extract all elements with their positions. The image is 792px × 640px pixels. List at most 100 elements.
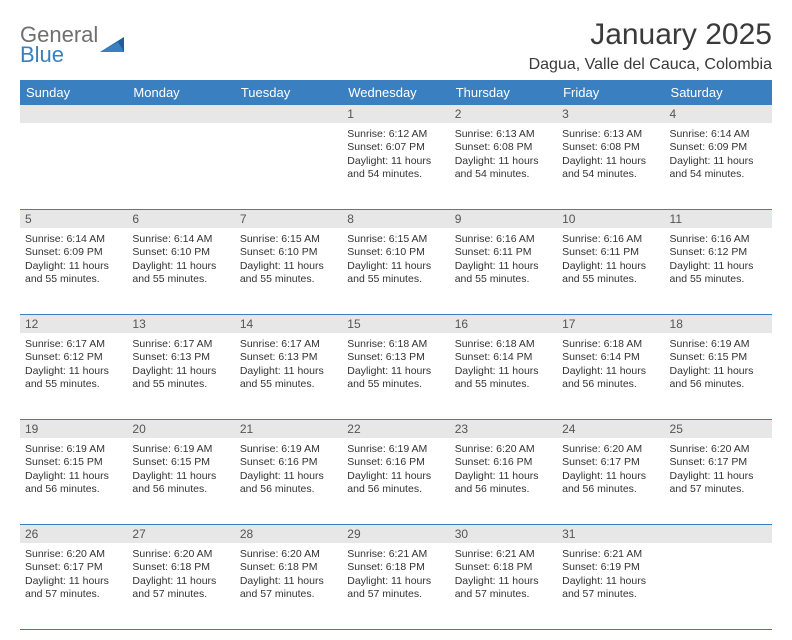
sunset-line: Sunset: 6:11 PM xyxy=(455,246,552,259)
daylight-label: Daylight: xyxy=(240,365,281,377)
day-number xyxy=(127,105,234,123)
daylight-label: Daylight: xyxy=(670,470,711,482)
sunset-label: Sunset: xyxy=(347,351,383,363)
day-cell: Sunrise: 6:17 AMSunset: 6:13 PMDaylight:… xyxy=(235,333,342,419)
sunrise-label: Sunrise: xyxy=(132,233,171,245)
day-content: Sunrise: 6:18 AMSunset: 6:13 PMDaylight:… xyxy=(347,336,444,392)
daylight-label: Daylight: xyxy=(25,260,66,272)
daylight-line: Daylight: 11 hours and 55 minutes. xyxy=(670,260,767,287)
sunrise-label: Sunrise: xyxy=(347,338,386,350)
daylight-line: Daylight: 11 hours and 57 minutes. xyxy=(25,575,122,602)
sunrise-value: 6:19 AM xyxy=(711,338,750,350)
sunrise-value: 6:21 AM xyxy=(604,548,643,560)
daylight-line: Daylight: 11 hours and 55 minutes. xyxy=(562,260,659,287)
logo-word-blue: Blue xyxy=(20,44,98,66)
daylight-label: Daylight: xyxy=(670,260,711,272)
sunrise-label: Sunrise: xyxy=(132,548,171,560)
sunrise-label: Sunrise: xyxy=(347,443,386,455)
week-daynum-row: 567891011 xyxy=(20,210,772,228)
sunrise-value: 6:19 AM xyxy=(389,443,428,455)
sunset-line: Sunset: 6:11 PM xyxy=(562,246,659,259)
daylight-line: Daylight: 11 hours and 55 minutes. xyxy=(240,260,337,287)
daylight-label: Daylight: xyxy=(25,365,66,377)
sunset-value: 6:10 PM xyxy=(171,246,210,258)
daylight-line: Daylight: 11 hours and 55 minutes. xyxy=(132,365,229,392)
day-content: Sunrise: 6:20 AMSunset: 6:17 PMDaylight:… xyxy=(562,441,659,497)
sunset-value: 6:10 PM xyxy=(386,246,425,258)
sunrise-line: Sunrise: 6:19 AM xyxy=(347,443,444,456)
daylight-line: Daylight: 11 hours and 57 minutes. xyxy=(562,575,659,602)
sunset-label: Sunset: xyxy=(25,561,61,573)
day-number: 18 xyxy=(665,315,772,333)
daylight-label: Daylight: xyxy=(132,365,173,377)
sunset-line: Sunset: 6:09 PM xyxy=(25,246,122,259)
daylight-label: Daylight: xyxy=(240,260,281,272)
sunrise-line: Sunrise: 6:19 AM xyxy=(132,443,229,456)
day-content: Sunrise: 6:19 AMSunset: 6:15 PMDaylight:… xyxy=(25,441,122,497)
sunset-value: 6:17 PM xyxy=(601,456,640,468)
sunset-line: Sunset: 6:17 PM xyxy=(670,456,767,469)
sunrise-value: 6:19 AM xyxy=(281,443,320,455)
day-number: 17 xyxy=(557,315,664,333)
daylight-label: Daylight: xyxy=(132,575,173,587)
sunrise-label: Sunrise: xyxy=(562,233,601,245)
logo-triangle-icon xyxy=(100,34,126,59)
daylight-label: Daylight: xyxy=(455,470,496,482)
day-cell: Sunrise: 6:19 AMSunset: 6:15 PMDaylight:… xyxy=(127,438,234,524)
day-number: 28 xyxy=(235,525,342,543)
day-number: 9 xyxy=(450,210,557,228)
sunrise-label: Sunrise: xyxy=(347,233,386,245)
sunrise-label: Sunrise: xyxy=(670,233,709,245)
day-content: Sunrise: 6:18 AMSunset: 6:14 PMDaylight:… xyxy=(455,336,552,392)
sunset-label: Sunset: xyxy=(347,456,383,468)
day-content: Sunrise: 6:20 AMSunset: 6:17 PMDaylight:… xyxy=(25,546,122,602)
sunrise-value: 6:18 AM xyxy=(496,338,535,350)
day-content: Sunrise: 6:12 AMSunset: 6:07 PMDaylight:… xyxy=(347,126,444,182)
daylight-line: Daylight: 11 hours and 56 minutes. xyxy=(240,470,337,497)
sunset-value: 6:11 PM xyxy=(601,246,639,258)
day-cell: Sunrise: 6:16 AMSunset: 6:11 PMDaylight:… xyxy=(450,228,557,314)
sunset-line: Sunset: 6:18 PM xyxy=(455,561,552,574)
sunset-line: Sunset: 6:10 PM xyxy=(132,246,229,259)
day-cell xyxy=(127,123,234,209)
day-cell xyxy=(235,123,342,209)
day-content: Sunrise: 6:17 AMSunset: 6:12 PMDaylight:… xyxy=(25,336,122,392)
day-number: 20 xyxy=(127,420,234,438)
sunset-line: Sunset: 6:14 PM xyxy=(455,351,552,364)
daylight-label: Daylight: xyxy=(562,470,603,482)
sunset-line: Sunset: 6:19 PM xyxy=(562,561,659,574)
day-number: 19 xyxy=(20,420,127,438)
daylight-line: Daylight: 11 hours and 56 minutes. xyxy=(670,365,767,392)
sunset-line: Sunset: 6:18 PM xyxy=(132,561,229,574)
day-cell: Sunrise: 6:20 AMSunset: 6:17 PMDaylight:… xyxy=(20,543,127,629)
sunset-label: Sunset: xyxy=(670,456,706,468)
day-cell: Sunrise: 6:15 AMSunset: 6:10 PMDaylight:… xyxy=(342,228,449,314)
dow-header-cell: Monday xyxy=(127,80,234,105)
day-content: Sunrise: 6:15 AMSunset: 6:10 PMDaylight:… xyxy=(240,231,337,287)
day-cell: Sunrise: 6:18 AMSunset: 6:13 PMDaylight:… xyxy=(342,333,449,419)
daylight-label: Daylight: xyxy=(562,155,603,167)
sunset-label: Sunset: xyxy=(670,141,706,153)
sunrise-line: Sunrise: 6:14 AM xyxy=(25,233,122,246)
sunset-line: Sunset: 6:13 PM xyxy=(240,351,337,364)
daylight-label: Daylight: xyxy=(455,365,496,377)
calendar-page: General Blue January 2025 Dagua, Valle d… xyxy=(0,0,792,640)
sunset-label: Sunset: xyxy=(25,246,61,258)
day-number: 2 xyxy=(450,105,557,123)
sunrise-label: Sunrise: xyxy=(347,128,386,140)
sunset-value: 6:16 PM xyxy=(386,456,425,468)
daylight-label: Daylight: xyxy=(670,365,711,377)
sunrise-value: 6:12 AM xyxy=(389,128,428,140)
sunset-value: 6:08 PM xyxy=(493,141,532,153)
sunrise-line: Sunrise: 6:17 AM xyxy=(240,338,337,351)
sunset-value: 6:16 PM xyxy=(278,456,317,468)
sunset-line: Sunset: 6:17 PM xyxy=(562,456,659,469)
day-number: 21 xyxy=(235,420,342,438)
sunrise-line: Sunrise: 6:21 AM xyxy=(347,548,444,561)
day-content: Sunrise: 6:14 AMSunset: 6:09 PMDaylight:… xyxy=(670,126,767,182)
sunset-label: Sunset: xyxy=(455,456,491,468)
sunrise-line: Sunrise: 6:19 AM xyxy=(25,443,122,456)
sunrise-line: Sunrise: 6:12 AM xyxy=(347,128,444,141)
sunset-value: 6:18 PM xyxy=(493,561,532,573)
sunrise-value: 6:13 AM xyxy=(604,128,643,140)
